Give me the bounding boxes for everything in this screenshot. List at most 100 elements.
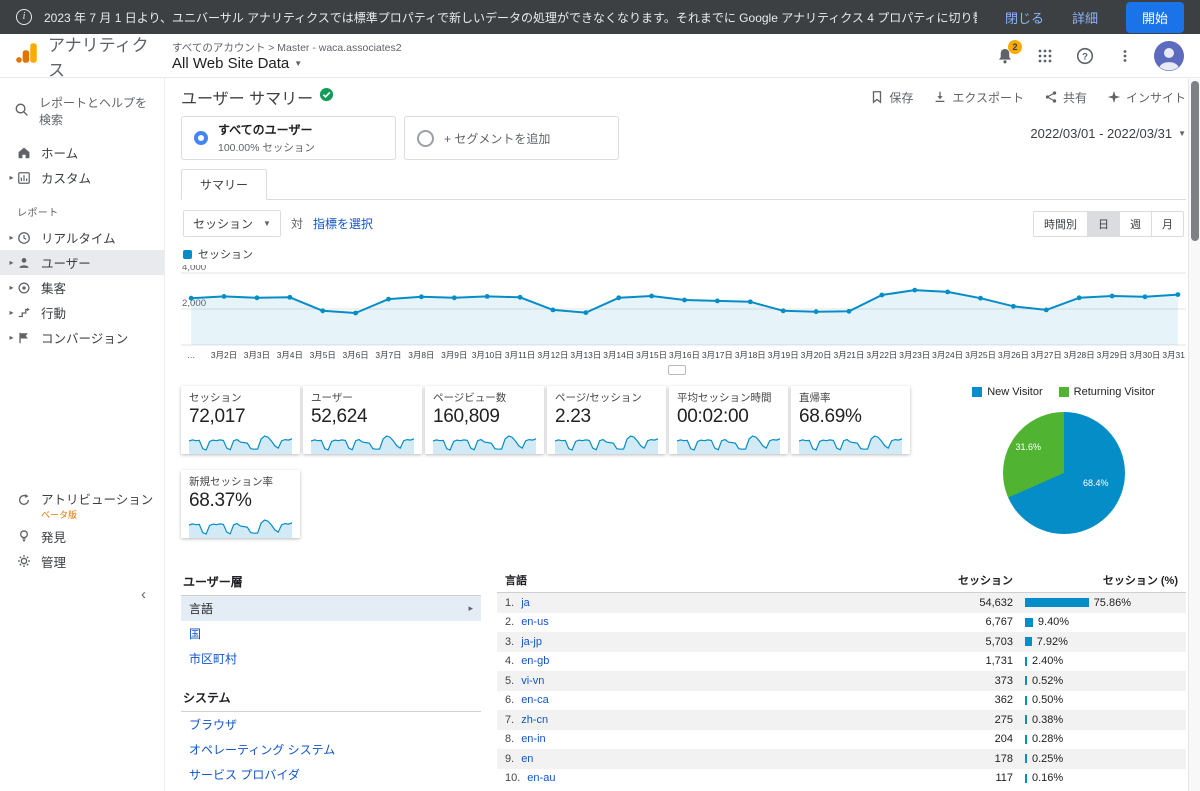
expand-chevron-icon: ▸ bbox=[6, 283, 17, 292]
sidebar-item-home[interactable]: ホーム bbox=[0, 140, 164, 165]
svg-text:…: … bbox=[187, 350, 195, 360]
breadcrumb[interactable]: すべてのアカウント > Master - waca.associates2 bbox=[172, 40, 402, 55]
tab-summary[interactable]: サマリー bbox=[181, 169, 267, 200]
svg-text:3月11日: 3月11日 bbox=[505, 350, 535, 360]
language-link[interactable]: en bbox=[521, 753, 533, 765]
sidebar-nav: ホーム▸カスタムレポート▸リアルタイム▸ユーザー▸集客▸行動▸コンバージョン bbox=[0, 140, 164, 350]
add-segment-button[interactable]: + セグメントを追加 bbox=[404, 116, 619, 160]
svg-text:3月14日: 3月14日 bbox=[603, 350, 634, 360]
dimension-item[interactable]: 市区町村 bbox=[181, 646, 481, 671]
more-vert-icon[interactable] bbox=[1114, 45, 1136, 67]
language-link[interactable]: ja bbox=[521, 597, 530, 609]
col-header-sessions[interactable]: セッション bbox=[903, 572, 1013, 588]
notifications-bell-icon[interactable]: 2 bbox=[994, 45, 1016, 67]
col-header-sessions-pct[interactable]: セッション (%) bbox=[1013, 572, 1178, 588]
dimension-item-label: 言語 bbox=[189, 600, 213, 617]
property-view-selector[interactable]: All Web Site Data ▼ bbox=[172, 55, 402, 72]
percent-cell: 0.50% bbox=[1013, 694, 1178, 706]
sidebar-item-label: 発見 bbox=[41, 527, 66, 546]
data-ok-check-icon bbox=[319, 87, 334, 107]
banner-start-button[interactable]: 開始 bbox=[1126, 2, 1184, 33]
language-cell: 5.vi-vn bbox=[505, 675, 903, 687]
sidebar-item-audience[interactable]: ▸ユーザー bbox=[0, 250, 164, 275]
sidebar-item-customization[interactable]: ▸ カスタム bbox=[0, 165, 164, 190]
svg-text:3月6日: 3月6日 bbox=[342, 350, 368, 360]
sidebar-item-discover[interactable]: 発見 bbox=[0, 524, 164, 549]
share-icon bbox=[1044, 90, 1058, 104]
language-cell: 2.en-us bbox=[505, 616, 903, 628]
metric-card: ページビュー数160,809 bbox=[425, 386, 544, 454]
banner-details-link[interactable]: 詳細 bbox=[1072, 8, 1098, 27]
segment-all-users[interactable]: すべてのユーザー 100.00% セッション bbox=[181, 116, 396, 160]
dimension-item[interactable]: オペレーティング システム bbox=[181, 737, 481, 762]
date-range-selector[interactable]: 2022/03/01 - 2022/03/31 ▼ bbox=[1030, 116, 1186, 141]
metric-label: ユーザー bbox=[311, 390, 414, 405]
help-icon[interactable]: ? bbox=[1074, 45, 1096, 67]
dimension-item[interactable]: ブラウザ bbox=[181, 712, 481, 737]
granularity-week-button[interactable]: 週 bbox=[1119, 211, 1152, 237]
pie-legend-item: Returning Visitor bbox=[1059, 386, 1155, 398]
metric-sparkline bbox=[555, 430, 658, 454]
dimension-item[interactable]: 国 bbox=[181, 621, 481, 646]
svg-text:3月23日: 3月23日 bbox=[899, 350, 930, 360]
row-rank: 10. bbox=[505, 772, 520, 784]
language-link[interactable]: zh-cn bbox=[521, 714, 548, 726]
sidebar-item-conversions[interactable]: ▸コンバージョン bbox=[0, 325, 164, 350]
language-link[interactable]: en-au bbox=[527, 772, 555, 784]
sidebar-item-acquisition[interactable]: ▸集客 bbox=[0, 275, 164, 300]
granularity-hourly-button[interactable]: 時間別 bbox=[1033, 211, 1088, 237]
language-link[interactable]: en-ca bbox=[521, 694, 549, 706]
language-link[interactable]: en-gb bbox=[521, 655, 549, 667]
scrollbar-thumb[interactable] bbox=[1191, 81, 1199, 241]
language-link[interactable]: ja-jp bbox=[521, 636, 542, 648]
row-rank: 3. bbox=[505, 636, 514, 648]
sidebar-collapse-chevron-icon[interactable]: ‹ bbox=[0, 574, 164, 603]
vertical-scrollbar[interactable] bbox=[1188, 79, 1200, 791]
tab-bar: サマリー bbox=[181, 168, 1186, 200]
share-button[interactable]: 共有 bbox=[1044, 89, 1087, 106]
report-search[interactable]: レポートとヘルプを検索 bbox=[0, 84, 164, 140]
language-link[interactable]: en-us bbox=[521, 616, 549, 628]
pie-slice-label-returning: 31.6% bbox=[1016, 442, 1042, 452]
sidebar-item-attribution[interactable]: アトリビューションベータ版 bbox=[0, 490, 164, 524]
select-metric-link[interactable]: 指標を選択 bbox=[313, 215, 373, 232]
apps-grid-icon[interactable] bbox=[1034, 45, 1056, 67]
insights-button[interactable]: インサイト bbox=[1107, 89, 1186, 106]
svg-text:3月18日: 3月18日 bbox=[735, 350, 766, 360]
svg-text:3月2日: 3月2日 bbox=[211, 350, 237, 360]
granularity-month-button[interactable]: 月 bbox=[1151, 211, 1184, 237]
percent-value: 75.86% bbox=[1094, 597, 1131, 609]
export-button[interactable]: エクスポート bbox=[933, 89, 1024, 106]
svg-text:3月27日: 3月27日 bbox=[1031, 350, 1062, 360]
expand-chevron-icon: ▸ bbox=[6, 173, 17, 182]
metric-card: 新規セッション率68.37% bbox=[181, 470, 300, 538]
language-link[interactable]: en-in bbox=[521, 733, 545, 745]
sidebar-item-behavior[interactable]: ▸行動 bbox=[0, 300, 164, 325]
attribution-icon bbox=[17, 493, 41, 507]
svg-text:3月3日: 3月3日 bbox=[244, 350, 270, 360]
pie-legend: New VisitorReturning Visitor bbox=[941, 386, 1186, 398]
percent-value: 7.92% bbox=[1037, 636, 1068, 648]
chart-axis-handle[interactable] bbox=[668, 365, 686, 375]
row-rank: 9. bbox=[505, 753, 514, 765]
analytics-logo[interactable]: アナリティクス bbox=[14, 31, 162, 81]
metric-label: セッション bbox=[189, 390, 292, 405]
banner-close-link[interactable]: 閉じる bbox=[1005, 8, 1044, 27]
report-title-row: ユーザー サマリー 保存エクスポート共有インサイト bbox=[181, 82, 1186, 112]
sidebar-item-realtime[interactable]: ▸リアルタイム bbox=[0, 225, 164, 250]
save-button[interactable]: 保存 bbox=[870, 89, 913, 106]
granularity-button-group: 時間別日週月 bbox=[1034, 211, 1184, 237]
sessions-value: 1,731 bbox=[903, 655, 1013, 667]
sidebar-item-label: カスタム bbox=[41, 168, 91, 187]
main-content: ユーザー サマリー 保存 エクスポート 共有 インサイト すべてのユーザー 100.0… bbox=[165, 78, 1200, 791]
language-link[interactable]: vi-vn bbox=[521, 675, 544, 687]
dimension-item[interactable]: サービス プロバイダ bbox=[181, 762, 481, 787]
percent-bar bbox=[1025, 754, 1027, 763]
metric-selector-dropdown[interactable]: セッション ▼ bbox=[183, 210, 281, 237]
col-header-language[interactable]: 言語 bbox=[505, 572, 903, 588]
percent-bar bbox=[1025, 715, 1027, 724]
dimension-item[interactable]: 言語▸ bbox=[181, 596, 481, 621]
avatar[interactable] bbox=[1154, 41, 1184, 71]
sidebar-item-admin[interactable]: 管理 bbox=[0, 549, 164, 574]
granularity-day-button[interactable]: 日 bbox=[1087, 211, 1120, 237]
